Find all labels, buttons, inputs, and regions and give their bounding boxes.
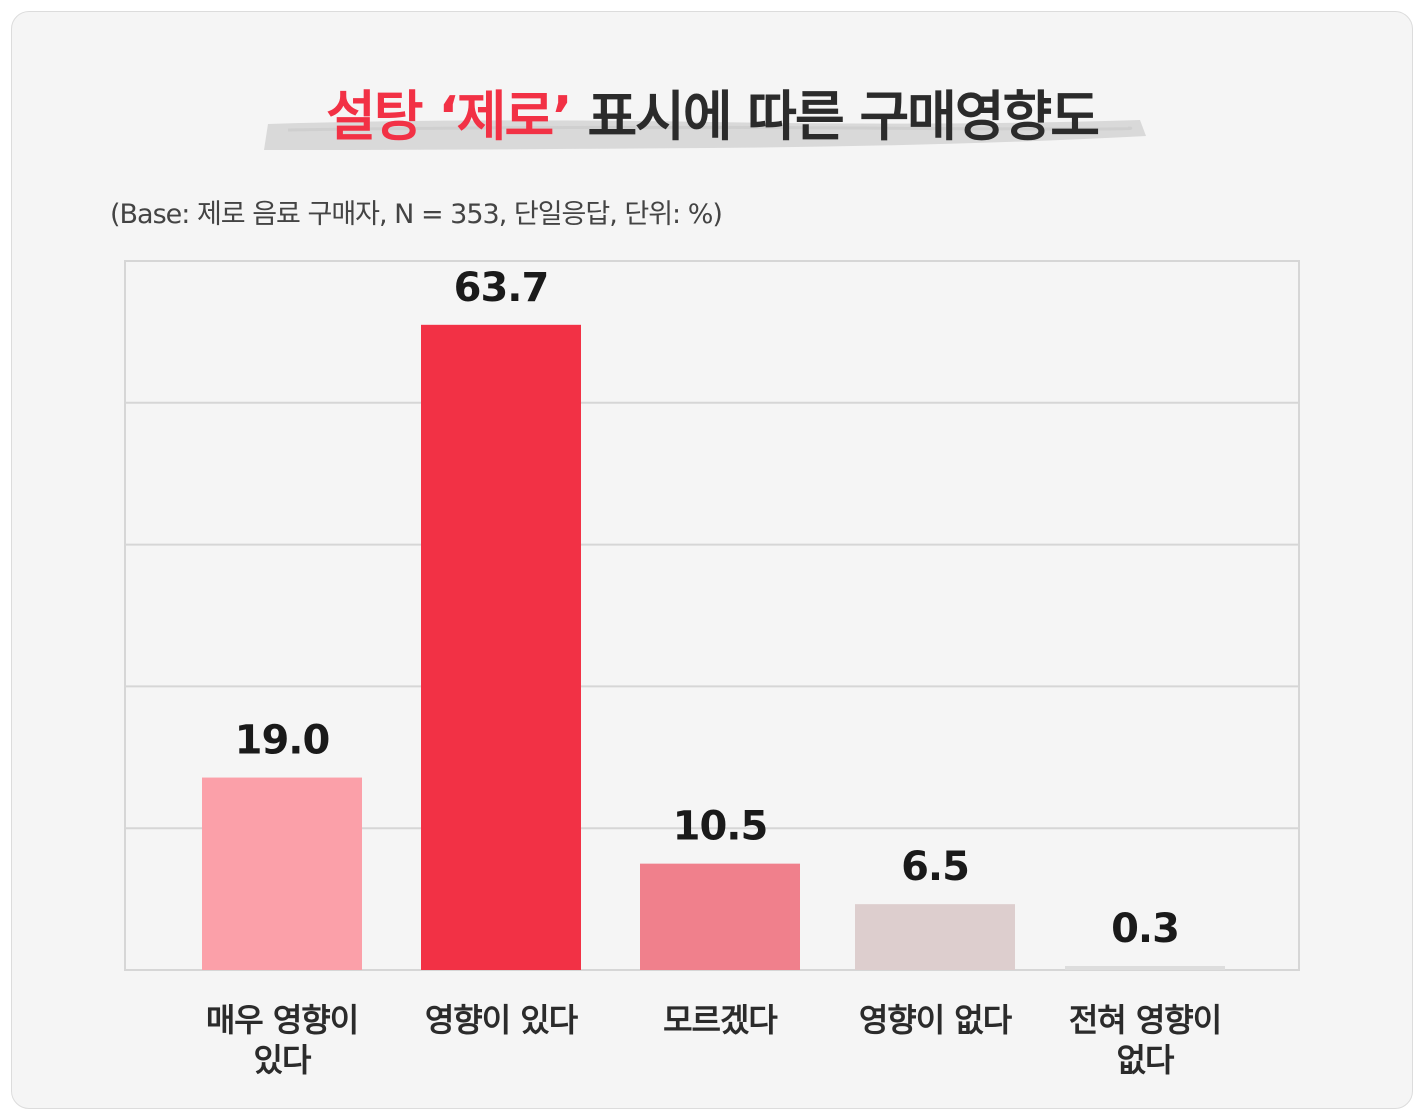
bar-4 <box>855 904 1015 970</box>
category-label-4: 영향이 없다 <box>858 1001 1012 1039</box>
chart-title-rest: 표시에 따른 구매영향도 <box>570 85 1099 148</box>
chart-subtitle: (Base: 제로 음료 구매자, N = 353, 단일응답, 단위: %) <box>110 199 723 230</box>
data-label-2: 63.7 <box>454 265 549 311</box>
bar-5 <box>1065 966 1225 970</box>
bar-3 <box>640 863 800 970</box>
bar-1 <box>202 777 362 970</box>
category-label-1: 매우 영향이 있다 <box>205 1001 359 1079</box>
data-label-3: 10.5 <box>673 804 768 850</box>
data-label-4: 6.5 <box>901 844 969 890</box>
title-brush-stroke <box>264 120 1146 150</box>
category-label-5: 전혀 영향이 없다 <box>1068 1001 1222 1079</box>
category-label-3: 모르겠다 <box>663 1001 778 1039</box>
data-label-5: 0.3 <box>1111 906 1179 952</box>
category-label-2: 영향이 있다 <box>424 1001 578 1039</box>
chart-title: 설탕 ‘제로’ 표시에 따른 구매영향도 <box>0 72 1424 151</box>
data-label-1: 19.0 <box>235 718 330 764</box>
chart-title-accent: 설탕 ‘제로’ <box>326 85 573 148</box>
bar-2 <box>421 324 581 970</box>
